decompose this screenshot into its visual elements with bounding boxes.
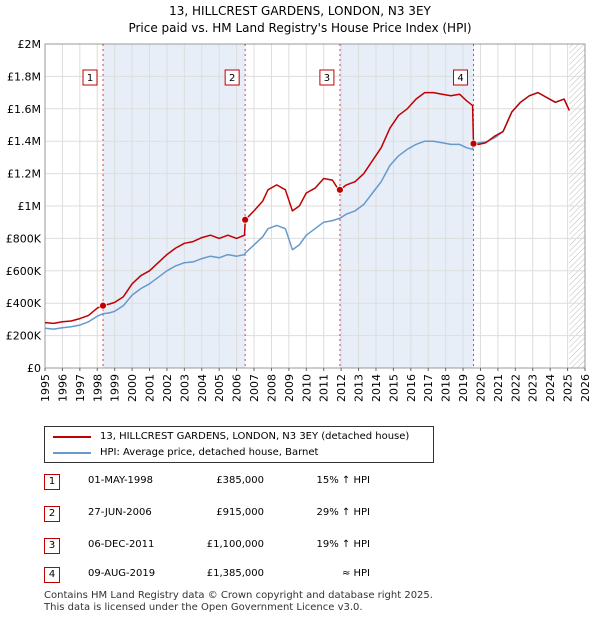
footer-licence: This data is licensed under the Open Gov… bbox=[44, 602, 363, 613]
x-tick-label: 1998 bbox=[91, 374, 104, 402]
sale-number-box bbox=[453, 69, 469, 86]
sale-number-label: 3 bbox=[324, 73, 330, 84]
sale-price: £915,000 bbox=[216, 507, 264, 518]
sale-number-box bbox=[319, 69, 335, 86]
sale-price: £1,100,000 bbox=[206, 539, 264, 550]
legend-swatch-price bbox=[53, 436, 91, 438]
x-tick-label: 2014 bbox=[370, 374, 383, 402]
sale-hpi-comparison: 29% ↑ HPI bbox=[316, 507, 370, 518]
y-tick-label: £2M bbox=[18, 38, 42, 51]
sale-number-label: 4 bbox=[457, 73, 463, 84]
price-paid-line bbox=[44, 91, 570, 325]
x-tick-label: 2008 bbox=[265, 374, 278, 402]
x-tick-label: 2009 bbox=[283, 374, 296, 402]
x-tick-label: 2022 bbox=[509, 374, 522, 402]
table-row: 4 09-AUG-2019 £1,385,000 ≈ HPI bbox=[0, 567, 600, 583]
sale-hpi-comparison: 15% ↑ HPI bbox=[316, 475, 370, 486]
y-tick-label: £0 bbox=[27, 362, 41, 375]
x-tick-label: 2004 bbox=[196, 374, 209, 402]
sale-date: 09-AUG-2019 bbox=[88, 568, 156, 579]
y-tick-label: £600K bbox=[6, 265, 42, 278]
sale-date: 01-MAY-1998 bbox=[88, 475, 154, 486]
x-tick-label: 2020 bbox=[474, 374, 487, 402]
sale-price: £385,000 bbox=[216, 475, 264, 486]
y-tick-label: £200K bbox=[6, 330, 42, 343]
y-tick-label: £1.4M bbox=[7, 135, 41, 148]
legend-swatch-hpi bbox=[53, 452, 91, 454]
sale-number-label: 1 bbox=[87, 73, 93, 84]
x-tick-label: 2016 bbox=[405, 374, 418, 402]
x-tick-label: 2015 bbox=[387, 374, 400, 402]
sale-number-box bbox=[224, 69, 240, 86]
x-tick-label: 2019 bbox=[457, 374, 470, 402]
x-tick-label: 2023 bbox=[527, 374, 540, 402]
table-row: 3 06-DEC-2011 £1,100,000 19% ↑ HPI bbox=[0, 538, 600, 554]
x-tick-label: 2026 bbox=[579, 374, 592, 402]
x-tick-label: 2013 bbox=[353, 374, 366, 402]
hpi-line bbox=[44, 91, 570, 330]
sale-date: 27-JUN-2006 bbox=[88, 507, 152, 518]
x-tick-label: 2007 bbox=[248, 374, 261, 402]
sale-hpi-comparison: 19% ↑ HPI bbox=[316, 539, 370, 550]
chart-subtitle: Price paid vs. HM Land Registry's House … bbox=[128, 21, 472, 35]
table-row: 2 27-JUN-2006 £915,000 29% ↑ HPI bbox=[0, 506, 600, 522]
x-tick-label: 2000 bbox=[126, 374, 139, 402]
footer-copyright: Contains HM Land Registry data © Crown c… bbox=[44, 590, 433, 601]
y-tick-label: £1.2M bbox=[7, 168, 41, 181]
x-tick-label: 2003 bbox=[178, 374, 191, 402]
sale-hpi-comparison: ≈ HPI bbox=[341, 568, 370, 579]
sale-price: £1,385,000 bbox=[206, 568, 264, 579]
table-row: 1 01-MAY-1998 £385,000 15% ↑ HPI bbox=[0, 474, 600, 490]
y-tick-label: £400K bbox=[6, 297, 42, 310]
x-tick-label: 2001 bbox=[144, 374, 157, 402]
x-tick-label: 2002 bbox=[161, 374, 174, 402]
chart-legend: 13, HILLCREST GARDENS, LONDON, N3 3EY (d… bbox=[44, 426, 434, 463]
x-tick-label: 2005 bbox=[213, 374, 226, 402]
x-tick-label: 2024 bbox=[544, 374, 557, 402]
sale-point bbox=[469, 139, 478, 148]
legend-label-hpi: HPI: Average price, detached house, Barn… bbox=[100, 447, 319, 458]
x-tick-label: 2018 bbox=[440, 374, 453, 402]
sale-number-label: 2 bbox=[229, 73, 235, 84]
sale-point bbox=[336, 185, 344, 194]
x-tick-label: 2011 bbox=[318, 374, 331, 402]
sale-number-badge: 4 bbox=[44, 567, 60, 583]
y-tick-label: £1M bbox=[18, 200, 42, 213]
y-tick-label: £1.8M bbox=[7, 70, 41, 83]
x-tick-label: 1997 bbox=[74, 374, 87, 402]
x-tick-label: 2012 bbox=[335, 374, 348, 402]
x-tick-label: 2010 bbox=[300, 374, 313, 402]
sale-point bbox=[99, 301, 107, 310]
y-tick-label: £800K bbox=[6, 232, 42, 245]
chart-title: 13, HILLCREST GARDENS, LONDON, N3 3EY bbox=[169, 4, 431, 18]
x-tick-label: 1995 bbox=[39, 374, 52, 402]
sale-number-badge: 1 bbox=[44, 474, 60, 490]
sale-point bbox=[241, 215, 250, 224]
sale-date: 06-DEC-2011 bbox=[88, 539, 155, 550]
sale-number-badge: 3 bbox=[44, 538, 60, 554]
x-tick-label: 2006 bbox=[231, 374, 244, 402]
plot-border bbox=[44, 43, 586, 369]
sale-number-box bbox=[82, 69, 98, 86]
legend-label-price: 13, HILLCREST GARDENS, LONDON, N3 3EY (d… bbox=[100, 431, 410, 442]
x-tick-label: 2017 bbox=[422, 374, 435, 402]
sale-number-badge: 2 bbox=[44, 506, 60, 522]
y-tick-label: £1.6M bbox=[7, 103, 41, 116]
x-tick-label: 1999 bbox=[109, 374, 122, 402]
price-chart: £0 £200K £400K £600K £800K £1M £1.2M £1.4M £1.6M… bbox=[6, 38, 592, 402]
x-tick-label: 1996 bbox=[56, 374, 69, 402]
x-tick-label: 2021 bbox=[492, 374, 505, 402]
x-tick-label: 2025 bbox=[562, 374, 575, 402]
